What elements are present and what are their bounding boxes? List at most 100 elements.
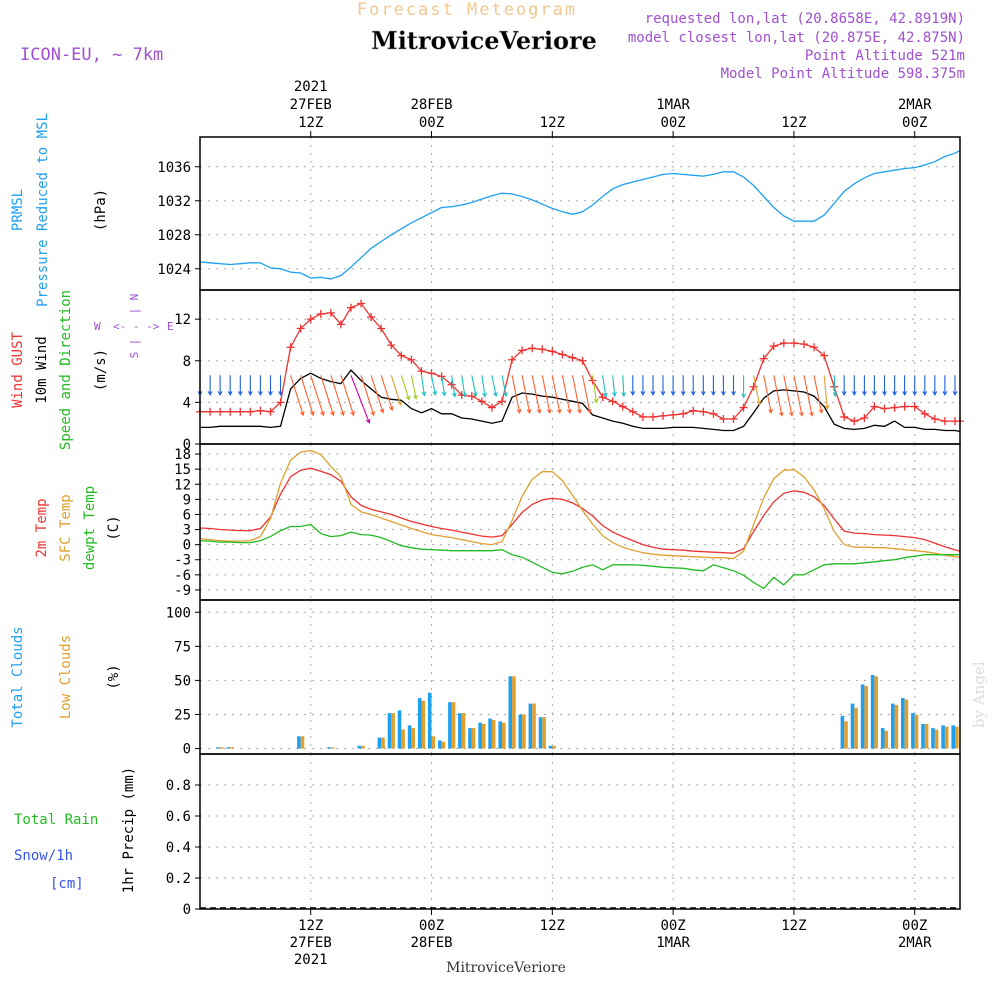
gust-marker — [618, 402, 627, 411]
cloud-bar — [387, 713, 392, 749]
wind-arrow — [612, 375, 617, 397]
cloud-bar — [478, 722, 482, 749]
wind-arrow — [531, 375, 542, 415]
gust-marker — [548, 347, 557, 356]
cloud-bar — [552, 745, 556, 749]
cloud-bar — [471, 728, 476, 749]
gust-marker — [638, 412, 647, 421]
wind-arrow — [731, 375, 736, 397]
cloud-bar — [330, 747, 335, 749]
cloud-bar — [924, 724, 929, 749]
gust-marker — [487, 403, 496, 412]
wind-arrow — [207, 375, 213, 397]
gust-marker — [840, 412, 849, 421]
cloud-bar — [327, 747, 331, 749]
top-time-label: 28FEB — [410, 97, 452, 113]
series-line — [199, 523, 960, 590]
cloud-bar — [874, 676, 878, 749]
wind-arrow — [813, 375, 824, 415]
gust-marker — [226, 407, 235, 416]
gust-marker — [558, 350, 567, 359]
series-line — [199, 150, 961, 280]
cloud-bar — [438, 740, 442, 749]
gust-marker — [367, 313, 376, 322]
gust-marker — [397, 351, 406, 360]
top-time-label: 12Z — [781, 115, 806, 131]
wind-arrow — [640, 375, 646, 397]
wind-arrow — [471, 375, 478, 398]
cloud-bar — [226, 747, 231, 749]
panel-axis-label: Pressure Reduced to MSL — [35, 113, 51, 307]
gust-marker — [789, 339, 798, 348]
cloud-bar — [468, 728, 472, 749]
cloud-bar — [357, 745, 362, 749]
bottom-time-label: 28FEB — [410, 935, 452, 951]
top-time-label: 00Z — [902, 115, 927, 131]
bottom-time-label: 27FEB — [290, 935, 332, 951]
gust-marker — [578, 356, 587, 365]
wind-arrow — [862, 375, 867, 397]
gust-marker — [920, 409, 929, 418]
wind-arrow — [803, 375, 814, 417]
gust-marker — [739, 403, 748, 412]
y-tick-label: 12 — [174, 477, 191, 493]
bottom-time-label: 12Z — [540, 918, 565, 934]
cloud-bar — [361, 745, 365, 749]
gust-marker — [689, 406, 698, 415]
footer-location: MitroviceVeriore — [446, 960, 566, 976]
gust-marker — [246, 407, 255, 416]
gust-marker — [729, 415, 738, 424]
bottom-time-label: 00Z — [902, 918, 927, 934]
y-tick-label: 0.6 — [166, 809, 191, 825]
panel-1: 1024 1028 1032 1036 — [157, 136, 961, 291]
wind-arrow — [481, 375, 487, 398]
compass-vertical-lower: | — [128, 339, 141, 346]
gust-marker — [256, 406, 265, 415]
gust-marker — [810, 343, 819, 352]
wind-arrow — [942, 375, 948, 397]
gust-marker — [820, 351, 829, 360]
panel-2: 0 4 8 12 — [174, 289, 964, 453]
gust-marker — [518, 346, 527, 355]
gust-marker — [648, 412, 657, 421]
wind-arrow — [690, 375, 696, 397]
y-tick-label: 1028 — [157, 228, 191, 244]
wind-arrow — [952, 375, 958, 397]
cloud-bar — [944, 726, 949, 749]
y-tick-label: 1036 — [157, 160, 191, 176]
gust-marker — [679, 409, 688, 418]
gust-marker — [910, 402, 919, 411]
wind-arrow — [832, 375, 838, 398]
cloud-bar — [914, 714, 919, 749]
model-altitude: Model Point Altitude 598.375m — [721, 66, 965, 82]
wind-arrow — [420, 375, 427, 397]
wind-arrow — [932, 375, 938, 397]
panel-axis-label: (m/s) — [93, 349, 109, 391]
wind-arrow — [390, 375, 402, 406]
gust-marker — [779, 339, 788, 348]
panel-axis-label: 10m Wind — [34, 336, 50, 403]
wind-arrow — [592, 375, 599, 404]
point-altitude: Point Altitude 521m — [805, 48, 965, 64]
cloud-bar — [448, 702, 452, 749]
y-tick-label: 0.4 — [166, 840, 191, 856]
wind-arrow — [711, 375, 716, 397]
wind-arrow — [571, 375, 582, 415]
top-time-label: 2021 — [294, 79, 328, 95]
bottom-time-label: 00Z — [419, 918, 444, 934]
top-time-label: 1MAR — [656, 97, 690, 113]
wind-arrow — [227, 375, 233, 397]
bottom-time-label: 2021 — [294, 952, 328, 968]
gust-marker — [870, 402, 879, 411]
wind-arrow — [700, 375, 706, 397]
cloud-bar — [397, 710, 402, 749]
cloud-bar — [528, 703, 533, 749]
cloud-bar — [860, 684, 865, 749]
gust-marker — [538, 345, 547, 354]
cloud-bar — [840, 715, 845, 749]
gust-marker — [276, 398, 285, 407]
meteogram-title: Forecast Meteogram — [357, 0, 577, 20]
wind-arrow — [763, 375, 773, 415]
wind-arrow — [247, 375, 253, 397]
cloud-bar — [951, 725, 955, 749]
